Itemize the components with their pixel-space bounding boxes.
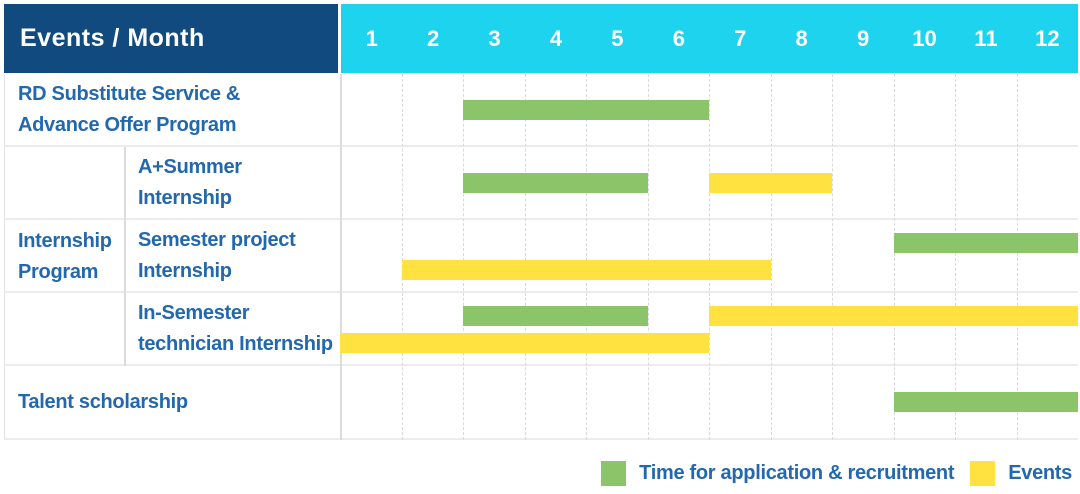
month-gridline — [647, 74, 649, 440]
recruitment-bar-months-3-6 — [463, 100, 709, 120]
month-gridline — [709, 74, 710, 440]
label-line: Internship — [138, 186, 232, 209]
month-gridline — [586, 74, 587, 440]
label-line: A+Summer — [138, 155, 242, 178]
row-divider — [4, 218, 1078, 220]
events-bar-months-7-12 — [709, 306, 1078, 326]
chart-row-semester-project-internship — [340, 220, 1078, 293]
row-divider — [4, 364, 1078, 366]
schedule-table: Events / Month 1 2 3 4 5 6 7 8 9 10 11 12 RD Substi… — [4, 4, 1078, 440]
recruitment-color-swatch — [601, 460, 627, 486]
label-line: Semester project — [138, 228, 296, 251]
month-header-3: 3 — [488, 25, 501, 51]
row-label-in-semester-technician-internship: In-Semester technician Internship — [124, 293, 340, 364]
month-header-8: 8 — [795, 25, 808, 51]
month-gridline — [893, 74, 895, 440]
events-bar-months-1-6 — [340, 333, 709, 353]
legend-label-recruitment: Time for application & recruitment — [639, 461, 955, 484]
events-bar-months-2-7 — [401, 260, 771, 280]
month-header-5: 5 — [611, 25, 624, 51]
recruitment-bar-months-3-5 — [463, 306, 648, 326]
month-header-7: 7 — [734, 25, 747, 51]
month-header-12: 12 — [1035, 25, 1060, 51]
month-gridline — [832, 74, 833, 440]
row-label-talent-scholarship: Talent scholarship — [4, 366, 340, 438]
chart-row-rd-substitute — [340, 74, 1078, 147]
legend-item-events: Events — [970, 460, 1072, 486]
chart-row-a-summer-internship — [340, 147, 1078, 220]
label-line: technician Internship — [138, 332, 333, 355]
month-gridlines — [340, 74, 1078, 440]
month-gridline — [1016, 74, 1018, 440]
row-label-a-summer-internship: A+Summer Internship — [124, 147, 340, 218]
row-label-rd-substitute: RD Substitute Service & Advance Offer Pr… — [4, 74, 340, 145]
chart-row-in-semester-technician-internship — [340, 293, 1078, 366]
label-line: Internship — [18, 229, 112, 252]
label-line: In-Semester — [138, 301, 250, 324]
table-body-frame — [4, 74, 1078, 440]
recruitment-bar-months-10-12 — [893, 233, 1078, 253]
month-header-6: 6 — [672, 25, 685, 51]
month-gridline — [770, 74, 772, 440]
header-title: Events / Month — [20, 24, 205, 52]
events-bar-months-7-8 — [709, 173, 832, 193]
group-sublabel-divider — [124, 147, 126, 366]
month-header-9: 9 — [856, 25, 870, 51]
events-color-swatch — [970, 460, 996, 486]
header-events-month-cell: Events / Month — [4, 4, 338, 73]
label-line: Advance Offer Program — [18, 113, 237, 136]
group-label-internship-program: Internship Program — [4, 147, 124, 366]
month-gridline — [401, 74, 403, 440]
legend: Time for application & recruitment Event… — [601, 458, 1072, 488]
row-divider — [4, 291, 1078, 293]
label-line: RD Substitute Service & — [18, 82, 241, 105]
recruitment-bar-months-3-5 — [463, 173, 648, 193]
month-header-11: 11 — [974, 25, 998, 51]
header-month-axis: 1 2 3 4 5 6 7 8 9 10 11 12 — [341, 4, 1078, 73]
month-gridline — [463, 74, 464, 440]
month-header-2: 2 — [427, 25, 440, 51]
legend-item-recruitment: Time for application & recruitment — [601, 460, 955, 486]
label-chart-divider — [340, 74, 342, 440]
month-header-10: 10 — [912, 25, 937, 51]
chart-row-talent-scholarship — [340, 366, 1078, 439]
month-header-4: 4 — [549, 25, 563, 51]
label-line: Internship — [138, 259, 232, 282]
month-header-1: 1 — [365, 25, 378, 51]
recruitment-bar-months-10-12 — [893, 392, 1078, 412]
month-gridline — [955, 74, 956, 440]
row-divider — [4, 145, 1078, 147]
label-line: Talent scholarship — [18, 390, 188, 413]
legend-label-events: Events — [1008, 461, 1072, 484]
label-line: Program — [18, 260, 99, 283]
row-label-semester-project-internship: Semester project Internship — [124, 220, 340, 291]
month-gridline — [524, 74, 526, 440]
